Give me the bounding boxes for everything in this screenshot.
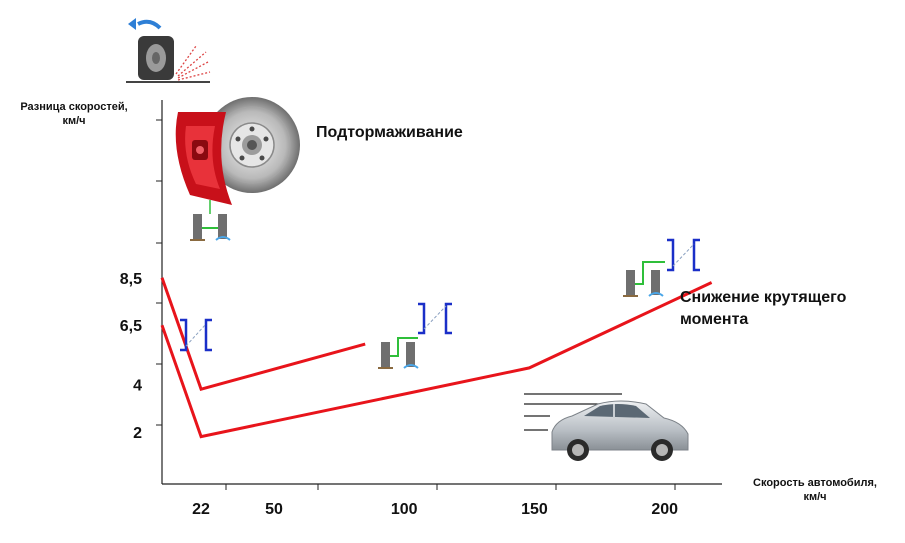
x-axis-label: Скорость автомобиля, км/ч	[735, 476, 895, 504]
y-tick-label: 8,5	[120, 271, 142, 288]
series-layer	[160, 277, 713, 439]
y-axis-label-line1: Разница скоростей,	[20, 101, 128, 113]
x-axis-label-line2: км/ч	[803, 491, 827, 503]
tolerance-bracket-icon	[180, 318, 212, 352]
tolerance-bracket-icon	[667, 238, 700, 272]
wheel-pair-icon	[623, 261, 665, 297]
y-tick-label: 2	[133, 425, 142, 442]
brake-disc-icon	[175, 97, 300, 205]
torque-annotation: Снижение крутящего момента	[680, 287, 880, 331]
x-tick-labels: 22 50 100 150 200	[192, 501, 678, 518]
series-line-1	[160, 277, 366, 392]
x-tick-label: 100	[391, 501, 418, 518]
x-axis-label-line1: Скорость автомобиля,	[753, 477, 877, 489]
x-tick-label: 150	[521, 501, 548, 518]
x-tick-label: 200	[651, 501, 678, 518]
torque-annotation-line2: момента	[680, 311, 749, 328]
x-tick-label: 50	[265, 501, 283, 518]
y-tick-labels: 2 4 6,5 8,5	[120, 271, 142, 442]
y-axis-label: Разница скоростей, км/ч	[4, 100, 144, 128]
torque-annotation-line1: Снижение крутящего	[680, 289, 847, 306]
x-tick-label: 22	[192, 501, 210, 518]
y-axis-label-line2: км/ч	[62, 115, 86, 127]
series-line-2	[160, 281, 713, 439]
y-axis-minor-ticks	[156, 119, 162, 426]
x-axis-minor-ticks	[225, 484, 676, 490]
y-tick-label: 6,5	[120, 318, 142, 335]
spinning-tire-icon	[126, 18, 211, 83]
wheel-pair-icon	[190, 200, 231, 241]
brake-annotation: Подтормаживание	[316, 124, 463, 141]
tolerance-bracket-icon	[418, 302, 452, 335]
car-icon	[524, 393, 689, 461]
wheel-pair-icon	[378, 337, 419, 369]
y-tick-label: 4	[133, 377, 142, 394]
